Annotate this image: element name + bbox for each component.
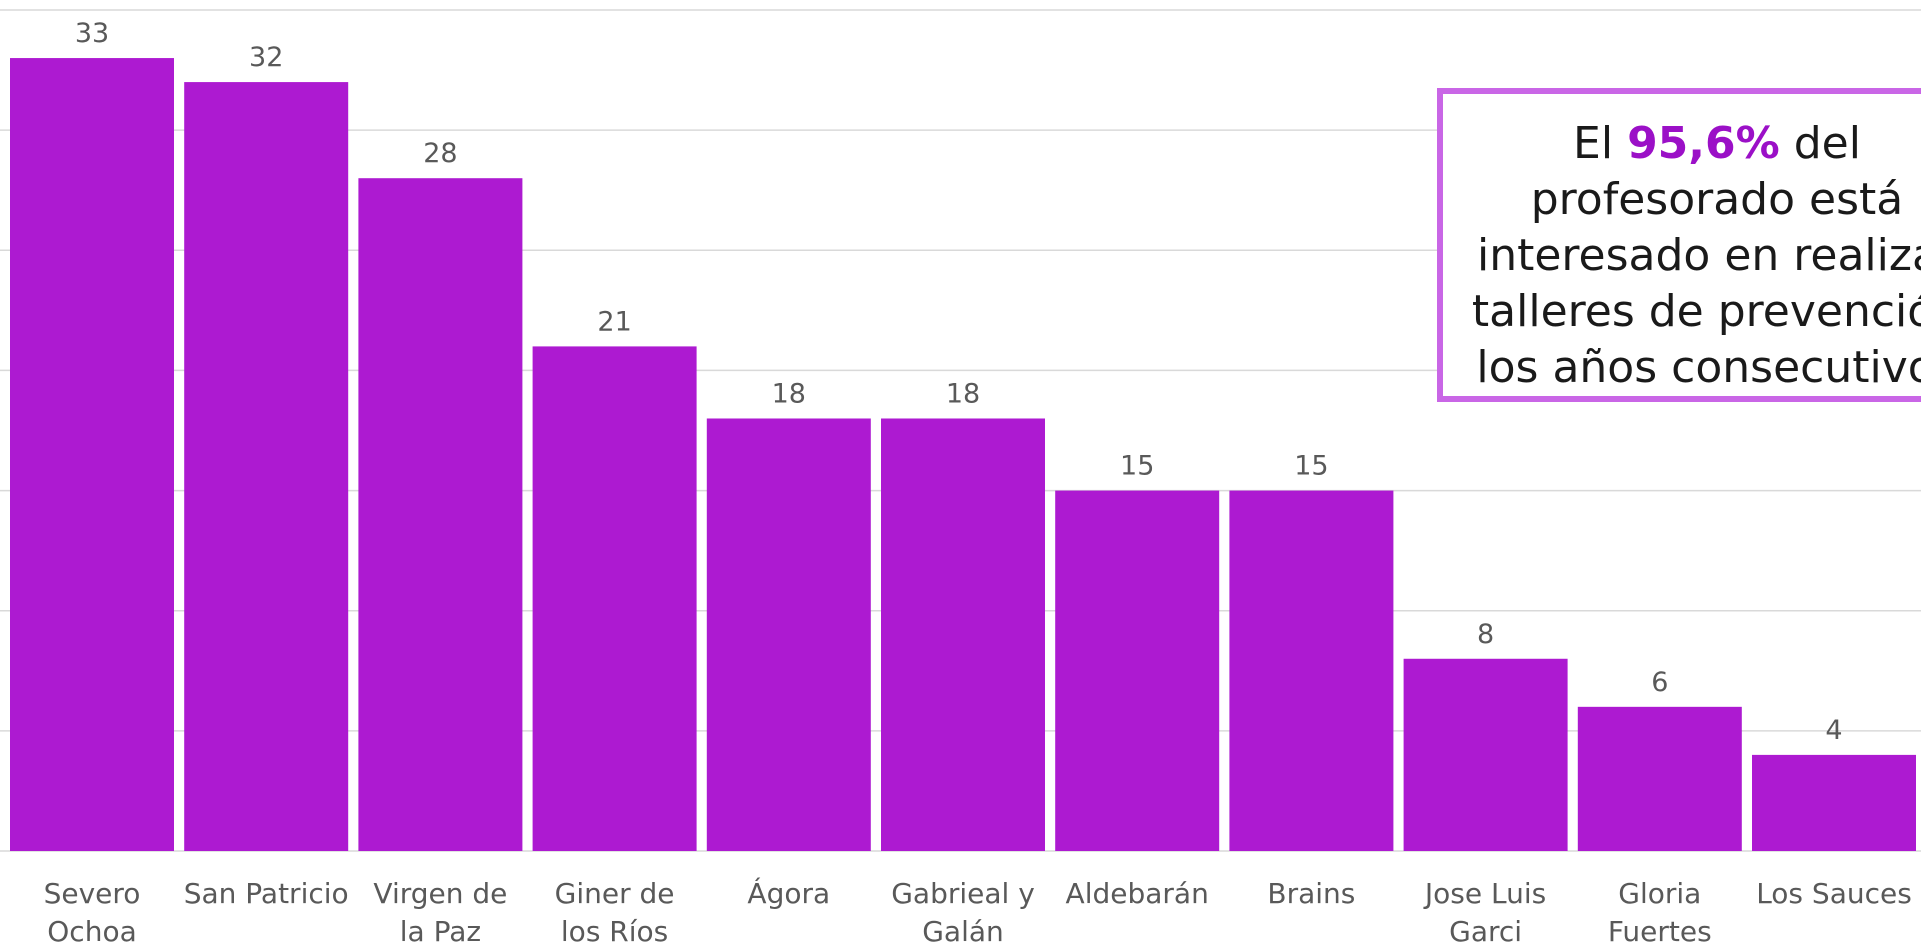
data-label: 6 — [1651, 667, 1668, 698]
data-label: 8 — [1477, 619, 1494, 650]
category-label: Los Sauces — [1756, 877, 1912, 910]
bar — [10, 58, 174, 852]
data-labels: 33 32 28 21 18 18 15 15 8 6 4 — [75, 18, 1843, 746]
bar — [184, 82, 349, 852]
data-label: 28 — [423, 138, 457, 169]
data-label: 15 — [1120, 451, 1154, 482]
category-label: Brains — [1267, 877, 1355, 910]
category-label: Gloria Fuertes — [1608, 877, 1712, 947]
bar — [1229, 490, 1394, 851]
data-label: 15 — [1294, 451, 1328, 482]
bar — [706, 418, 871, 851]
bar — [1577, 706, 1742, 851]
annotation-callout: El 95,6% del profesorado está interesado… — [1437, 88, 1921, 402]
category-label: San Patricio — [184, 877, 349, 910]
category-label: Virgen de la Paz — [373, 877, 507, 947]
category-label: Severo Ochoa — [44, 877, 141, 947]
bar — [358, 178, 523, 851]
data-label: 21 — [597, 306, 631, 337]
category-label: Giner de los Ríos — [555, 877, 675, 947]
data-label: 32 — [249, 42, 283, 73]
category-label: Aldebarán — [1066, 877, 1209, 910]
bar — [1403, 658, 1568, 851]
bar — [1752, 754, 1916, 851]
category-label: Jose Luis Garci — [1423, 877, 1546, 947]
data-label: 4 — [1825, 715, 1842, 746]
callout-text: del profesorado está interesado en reali… — [1471, 118, 1921, 393]
bar — [532, 346, 697, 851]
category-labels: Severo Ochoa San Patricio Virgen de la Paz Gi… — [44, 876, 1912, 947]
category-label: Gabrieal y Galán — [891, 877, 1035, 947]
callout-prefix: El — [1573, 118, 1628, 169]
category-label: Ágora — [747, 876, 830, 910]
callout-highlight: 95,6% — [1627, 118, 1780, 169]
bar — [1055, 490, 1220, 851]
data-label: 33 — [75, 18, 109, 49]
bar — [881, 418, 1045, 851]
data-label: 18 — [772, 378, 806, 409]
bars — [10, 58, 1916, 852]
data-label: 18 — [946, 378, 980, 409]
